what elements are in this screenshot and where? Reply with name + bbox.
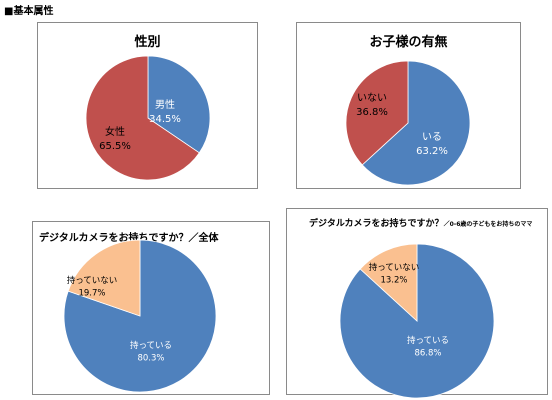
slice-label: 持っている [130, 340, 172, 351]
slice-label: 持っていない [369, 262, 420, 273]
slice-value-label: 63.2% [416, 146, 448, 157]
pie-slice [361, 60, 471, 186]
slice-value-label: 80.3% [137, 354, 164, 364]
slice-label: 男性 [155, 98, 175, 111]
slice-value-label: 65.5% [99, 141, 131, 152]
chart-title: デジタルカメラをお持ちですか？／0-6歳の子どもをお持ちのママ [309, 216, 532, 229]
slice-label: 持っていない [67, 275, 118, 286]
pie-slice [67, 239, 141, 317]
chart-subtitle: ／0-6歳の子どもをお持ちのママ [443, 221, 533, 228]
pie-slice [345, 60, 409, 166]
slice-value-label: 36.8% [356, 107, 388, 118]
slice-value-label: 86.8% [414, 349, 441, 359]
slice-label: いない [357, 92, 387, 104]
chart-title: お子様の有無 [369, 35, 448, 50]
chart-title-main: デジタルカメラをお持ちですか？ [309, 219, 444, 229]
chart-title: 性別 [134, 35, 161, 50]
slice-label: 女性 [105, 125, 125, 138]
slice-value-label: 34.5% [149, 114, 181, 125]
pie-slice [85, 55, 200, 181]
slice-label: いる [422, 131, 442, 143]
pie-slice [359, 243, 418, 322]
slice-value-label: 19.7% [78, 289, 105, 299]
slice-label: 持っている [407, 335, 449, 346]
chart-title: デジタルカメラをお持ちですか？／全体 [39, 233, 219, 244]
pie-slice [147, 55, 211, 154]
pie-slice [339, 243, 495, 399]
slice-value-label: 13.2% [380, 276, 407, 286]
section-heading: ■基本属性 [4, 6, 54, 17]
